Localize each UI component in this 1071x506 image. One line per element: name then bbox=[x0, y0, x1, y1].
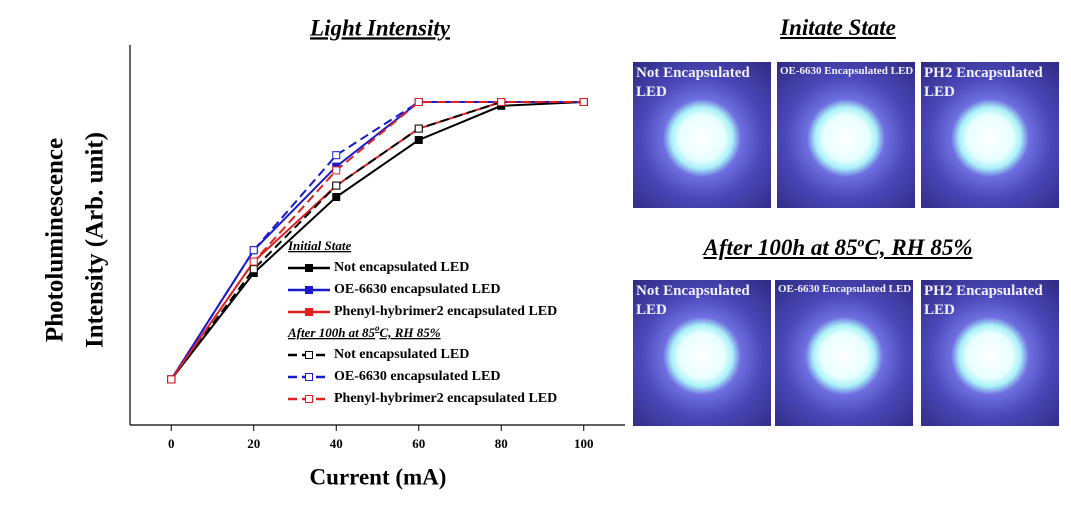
marker bbox=[332, 193, 341, 201]
photo-title: Initate State bbox=[780, 15, 896, 40]
text-part: C, RH 85% bbox=[864, 235, 973, 260]
legend-label: Not encapsulated LED bbox=[334, 260, 469, 275]
legend-marker bbox=[305, 395, 313, 403]
legend-label: OE-6630 encapsulated LED bbox=[334, 282, 500, 297]
chart-title: Light Intensity bbox=[309, 15, 451, 40]
led-photo: PH2 Encapsulated LED bbox=[921, 62, 1059, 208]
x-axis-label: Current (mA) bbox=[310, 464, 447, 489]
legend-label: Phenyl-hybrimer2 encapsulated LED bbox=[334, 304, 557, 319]
chart: Light Intensity Current (mA) Photolumine… bbox=[42, 15, 625, 489]
marker bbox=[414, 136, 423, 144]
marker bbox=[497, 98, 506, 106]
legend-marker bbox=[305, 373, 313, 381]
x-tick-label: 0 bbox=[168, 436, 175, 451]
legend-marker bbox=[305, 351, 313, 359]
text-part: Initial State bbox=[287, 238, 351, 253]
series-line bbox=[170, 101, 584, 380]
legend-label: OE-6630 encapsulated LED bbox=[334, 369, 500, 384]
legend-group-title: After 100h at 85oC, RH 85% bbox=[287, 323, 441, 340]
photo-label: Not Encapsulated LED bbox=[636, 65, 750, 100]
series-line bbox=[170, 101, 584, 380]
x-tick-label: 20 bbox=[247, 436, 260, 451]
photo-title: After 100h at 85oC, RH 85% bbox=[618, 235, 1058, 261]
led-photo: OE-6630 Encapsulated LED bbox=[775, 280, 913, 426]
led-photo: PH2 Encapsulated LED bbox=[921, 280, 1059, 426]
series-line bbox=[170, 101, 584, 380]
y-axis-label: Photoluminescence bbox=[42, 138, 69, 342]
marker bbox=[332, 166, 341, 175]
marker bbox=[249, 246, 258, 255]
legend-label: Not encapsulated LED bbox=[334, 347, 469, 362]
text-part: o bbox=[375, 323, 380, 333]
legend-marker bbox=[305, 308, 313, 316]
series-line bbox=[170, 101, 584, 380]
marker bbox=[414, 98, 423, 106]
legend-label: Phenyl-hybrimer2 encapsulated LED bbox=[334, 391, 557, 406]
led-photo: Not Encapsulated LED bbox=[633, 280, 771, 426]
y-axis-label: Intensity (Arb. unit) bbox=[82, 132, 109, 348]
marker bbox=[249, 265, 258, 274]
series-line bbox=[170, 101, 584, 381]
marker bbox=[167, 375, 176, 384]
legend-marker bbox=[305, 264, 313, 272]
photo-label: OE-6630 Encapsulated LED bbox=[780, 65, 914, 77]
led-photo: OE-6630 Encapsulated LED bbox=[777, 62, 915, 208]
x-tick-label: 100 bbox=[574, 436, 594, 451]
photo-label: PH2 Encapsulated LED bbox=[924, 65, 1043, 100]
text-part: C, RH 85% bbox=[380, 325, 441, 340]
marker bbox=[332, 181, 341, 190]
text-part: o bbox=[857, 235, 865, 251]
marker bbox=[332, 151, 341, 160]
x-tick-label: 40 bbox=[330, 436, 343, 451]
marker bbox=[414, 124, 423, 133]
legend-group-title: Initial State bbox=[287, 238, 351, 253]
marker bbox=[249, 257, 258, 266]
photo-label: PH2 Encapsulated LED bbox=[924, 283, 1043, 318]
x-tick-label: 80 bbox=[495, 436, 508, 451]
photo-label: Not Encapsulated LED bbox=[636, 283, 750, 318]
marker bbox=[579, 98, 588, 106]
x-tick-label: 60 bbox=[412, 436, 425, 451]
text-part: After 100h at 85 bbox=[703, 235, 858, 260]
led-photo: Not Encapsulated LED bbox=[633, 62, 771, 208]
photo-label: OE-6630 Encapsulated LED bbox=[778, 283, 912, 295]
series-line bbox=[170, 101, 584, 380]
legend-marker bbox=[305, 286, 313, 294]
text-part: After 100h at 85 bbox=[287, 325, 376, 340]
